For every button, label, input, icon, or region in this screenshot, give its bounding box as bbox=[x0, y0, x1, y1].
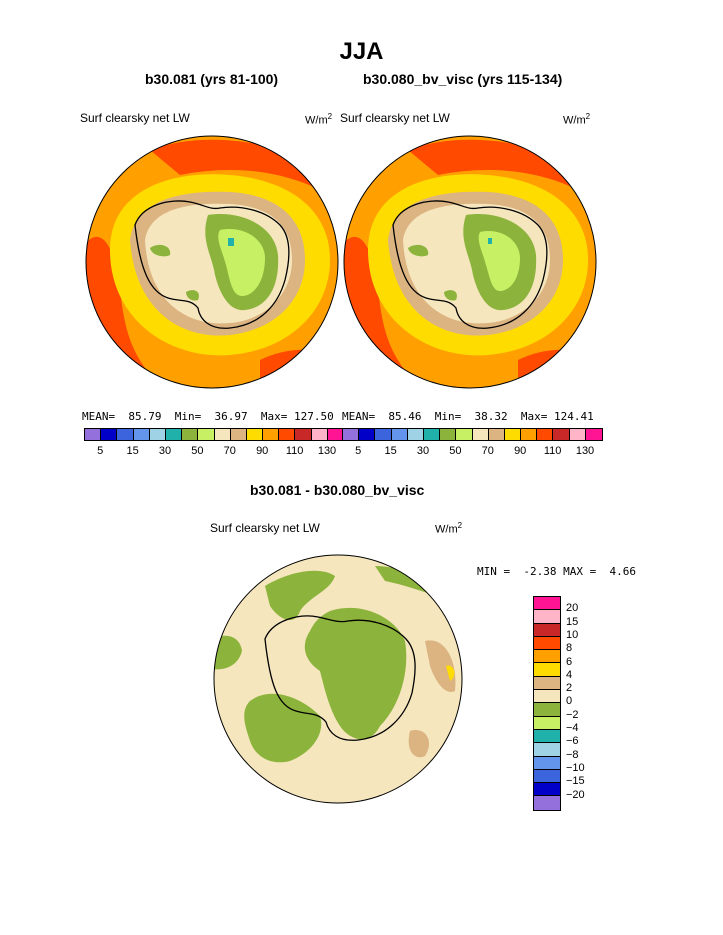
colorbar-swatch bbox=[343, 429, 360, 440]
colorbar-swatch bbox=[214, 429, 231, 440]
panel2-polar-map bbox=[343, 135, 597, 389]
colorbar-swatch bbox=[534, 690, 560, 704]
colorbar-swatch bbox=[534, 756, 560, 770]
colorbar-swatch bbox=[521, 429, 538, 440]
colorbar-swatch bbox=[553, 429, 570, 440]
panel1-stats: MEAN= 85.79 Min= 36.97 Max= 127.50 bbox=[82, 410, 334, 423]
colorbar-swatch bbox=[569, 429, 586, 440]
colorbar-swatch bbox=[359, 429, 376, 440]
colorbar-swatch bbox=[279, 429, 296, 440]
colorbar-swatch bbox=[440, 429, 457, 440]
colorbar-swatch bbox=[311, 429, 328, 440]
colorbar-tick-label: 10 bbox=[566, 628, 579, 641]
colorbar-swatch bbox=[423, 429, 441, 440]
colorbar-tick-label: −8 bbox=[566, 748, 579, 761]
colorbar-tick-label: 70 bbox=[223, 445, 236, 457]
colorbar-tick-label: 110 bbox=[285, 445, 304, 457]
colorbar-tick-label: 110 bbox=[543, 445, 562, 457]
colorbar-tick-label: 130 bbox=[575, 445, 595, 457]
panel2-colorbar bbox=[342, 428, 603, 441]
colorbar-tick-label: 5 bbox=[97, 445, 104, 457]
colorbar-tick-label: 15 bbox=[384, 445, 397, 457]
colorbar-swatch bbox=[117, 429, 134, 440]
colorbar-tick-label: 4 bbox=[566, 668, 573, 681]
colorbar-tick-label: 90 bbox=[256, 445, 269, 457]
colorbar-tick-label: 2 bbox=[566, 682, 573, 695]
panel1-colorbar bbox=[84, 428, 345, 441]
colorbar-tick-label: 5 bbox=[355, 445, 362, 457]
colorbar-swatch bbox=[534, 796, 560, 810]
colorbar-tick-label: 70 bbox=[481, 445, 494, 457]
colorbar-swatch bbox=[537, 429, 554, 440]
colorbar-tick-label: 130 bbox=[317, 445, 337, 457]
diff-variable: Surf clearsky net LW bbox=[210, 521, 320, 535]
colorbar-tick-label: 0 bbox=[566, 695, 573, 708]
colorbar-tick-label: 30 bbox=[416, 445, 430, 457]
colorbar-tick-label: 90 bbox=[514, 445, 527, 457]
panel1-variable: Surf clearsky net LW bbox=[80, 111, 190, 125]
diff-colorbar bbox=[533, 596, 561, 811]
colorbar-swatch bbox=[165, 429, 183, 440]
colorbar-swatch bbox=[295, 429, 312, 440]
colorbar-swatch bbox=[391, 429, 408, 440]
colorbar-swatch bbox=[230, 429, 247, 440]
colorbar-swatch bbox=[585, 429, 602, 440]
colorbar-swatch bbox=[534, 663, 560, 677]
panel2-stats: MEAN= 85.46 Min= 38.32 Max= 124.41 bbox=[342, 410, 594, 423]
colorbar-swatch bbox=[534, 636, 560, 651]
panel2-variable: Surf clearsky net LW bbox=[340, 111, 450, 125]
colorbar-tick-label: −15 bbox=[566, 775, 585, 788]
colorbar-swatch bbox=[534, 597, 560, 611]
colorbar-tick-label: −4 bbox=[566, 722, 579, 734]
colorbar-tick-label: −2 bbox=[566, 708, 579, 721]
diff-polar-map bbox=[213, 554, 463, 804]
panel2-title: b30.080_bv_visc (yrs 115-134) bbox=[363, 71, 563, 87]
colorbar-swatch bbox=[246, 429, 264, 440]
colorbar-tick-label: 50 bbox=[449, 445, 462, 457]
colorbar-swatch bbox=[488, 429, 505, 440]
colorbar-tick-label: −20 bbox=[566, 788, 585, 801]
colorbar-swatch bbox=[85, 429, 102, 440]
colorbar-tick-label: 20 bbox=[566, 602, 579, 615]
diff-title: b30.081 - b30.080_bv_visc bbox=[250, 482, 425, 498]
colorbar-swatch bbox=[534, 716, 560, 730]
colorbar-tick-label: 30 bbox=[158, 445, 172, 457]
colorbar-tick-label: 15 bbox=[566, 615, 579, 628]
colorbar-tick-label: 50 bbox=[191, 445, 204, 457]
colorbar-tick-label: 6 bbox=[566, 655, 573, 668]
panel1-units: W/m2 bbox=[305, 112, 333, 127]
colorbar-swatch bbox=[133, 429, 150, 440]
diff-stats: MIN = -2.38 MAX = 4.66 bbox=[477, 565, 636, 578]
colorbar-swatch bbox=[504, 429, 522, 440]
colorbar-swatch bbox=[534, 610, 560, 624]
colorbar-swatch bbox=[534, 769, 560, 784]
colorbar-tick-label: 15 bbox=[126, 445, 139, 457]
colorbar-swatch bbox=[534, 743, 560, 757]
figure-title: JJA bbox=[339, 38, 384, 65]
colorbar-swatch bbox=[534, 623, 560, 637]
colorbar-swatch bbox=[375, 429, 392, 440]
colorbar-swatch bbox=[263, 429, 280, 440]
colorbar-swatch bbox=[534, 729, 560, 744]
colorbar-swatch bbox=[407, 429, 424, 440]
colorbar-swatch bbox=[456, 429, 473, 440]
colorbar-swatch bbox=[182, 429, 199, 440]
colorbar-swatch bbox=[534, 703, 560, 717]
panel1-title: b30.081 (yrs 81-100) bbox=[145, 71, 279, 87]
panel2-units: W/m2 bbox=[563, 112, 591, 127]
colorbar-swatch bbox=[149, 429, 166, 440]
colorbar-tick-label: 8 bbox=[566, 642, 573, 655]
diff-units: W/m2 bbox=[435, 521, 463, 536]
colorbar-swatch bbox=[534, 650, 560, 664]
colorbar-tick-label: −10 bbox=[566, 761, 585, 774]
colorbar-swatch bbox=[472, 429, 489, 440]
colorbar-swatch bbox=[327, 429, 344, 440]
colorbar-tick-label: −6 bbox=[566, 735, 579, 748]
panel1-polar-map bbox=[85, 135, 339, 389]
colorbar-swatch bbox=[534, 676, 560, 691]
colorbar-swatch bbox=[101, 429, 118, 440]
colorbar-swatch bbox=[198, 429, 215, 440]
colorbar-swatch bbox=[534, 783, 560, 797]
